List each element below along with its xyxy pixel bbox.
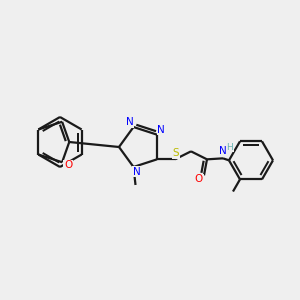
Text: N: N xyxy=(219,146,227,156)
Text: O: O xyxy=(64,160,72,170)
Text: S: S xyxy=(173,148,179,158)
Text: N: N xyxy=(133,167,140,177)
Text: N: N xyxy=(126,117,134,127)
Text: H: H xyxy=(226,143,233,152)
Text: O: O xyxy=(195,174,203,184)
Text: N: N xyxy=(157,125,165,135)
